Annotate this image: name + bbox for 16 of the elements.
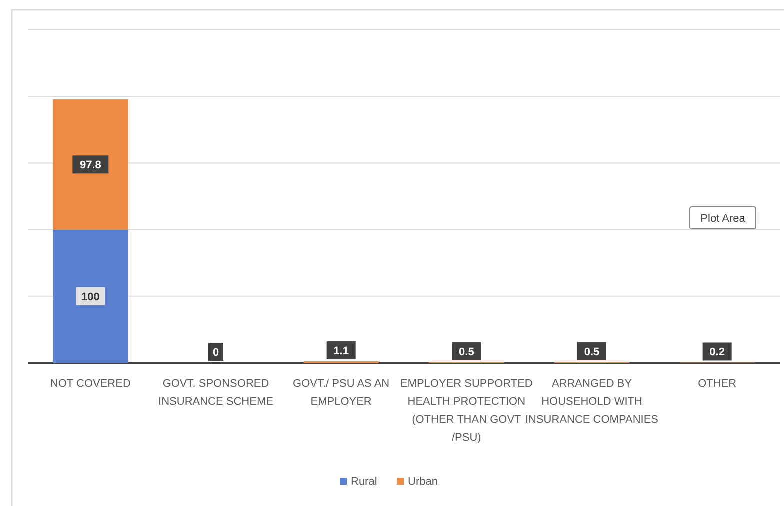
data-label: 1.1 xyxy=(334,346,349,358)
annotation: Plot Area xyxy=(700,213,746,225)
bar xyxy=(53,230,128,363)
data-label: 0.5 xyxy=(459,346,474,358)
data-label: 0.5 xyxy=(584,346,600,358)
data-label: 97.8 xyxy=(80,160,102,172)
bar xyxy=(53,100,128,230)
x-tick-label: OTHER xyxy=(698,378,737,390)
data-label: 0.2 xyxy=(710,346,725,359)
x-tick-label: GOVT./ PSU AS AN EMPLOYER xyxy=(293,378,390,408)
x-tick-label: NOT COVERED xyxy=(50,378,131,390)
legend-label: Urban xyxy=(408,476,438,488)
x-tick-label: GOVT. SPONSORED INSURANCE SCHEME xyxy=(158,378,274,408)
data-label: 100 xyxy=(81,291,100,304)
data-label: 0 xyxy=(212,347,220,359)
legend-label: Rural xyxy=(351,476,378,488)
